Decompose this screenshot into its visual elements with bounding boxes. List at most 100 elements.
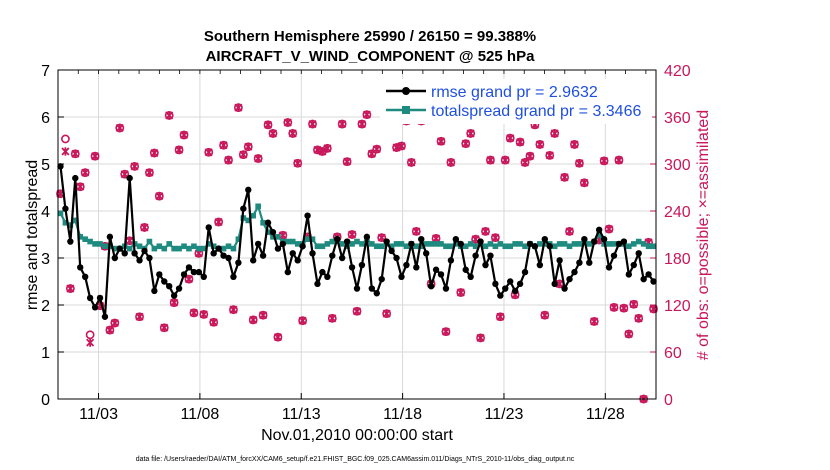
rmse-point (250, 257, 257, 264)
obs-assimilated-point (234, 103, 243, 112)
x-tick-label: 11/23 (485, 406, 524, 423)
totalspread-point (186, 245, 192, 252)
totalspread-point (571, 241, 578, 247)
rmse-point (497, 292, 504, 299)
obs-assimilated-point (140, 223, 149, 232)
rmse-point (62, 205, 69, 212)
rmse-point (393, 254, 400, 262)
obs-assimilated-point (476, 333, 485, 343)
rmse-point (334, 236, 341, 243)
rmse-point (437, 271, 445, 278)
rmse-point (640, 275, 647, 283)
obs-assimilated-point (609, 303, 619, 312)
rmse-point (595, 226, 603, 233)
rmse-point (403, 261, 410, 269)
obs-assimilated-point (268, 129, 278, 138)
rmse-point (289, 250, 296, 257)
obs-assimilated-point (170, 298, 179, 307)
rmse-point (215, 245, 222, 252)
obs-assimilated-point (229, 305, 238, 314)
obs-assimilated-point (110, 318, 119, 328)
totalspread-point (126, 245, 133, 252)
obs-possible-point (61, 134, 70, 144)
y2-tick-label: 180 (664, 251, 691, 268)
rmse-point (551, 280, 558, 288)
obs-assimilated-point (323, 144, 332, 153)
x-tick-label: 11/08 (180, 406, 219, 423)
totalspread-point (77, 234, 84, 240)
rmse-point (462, 266, 469, 273)
obs-assimilated-point (160, 323, 169, 332)
totalspread-point (630, 241, 637, 247)
obs-assimilated-point (318, 147, 327, 156)
obs-assimilated-point (575, 159, 584, 168)
obs-assimilated-point (179, 130, 189, 140)
y2-tick-label: 300 (664, 157, 691, 174)
rmse-point (408, 240, 415, 248)
obs-assimilated-point (293, 159, 302, 168)
obs-assimilated-point (81, 168, 90, 177)
rmse-point (413, 264, 420, 271)
totalspread-point (418, 243, 425, 250)
totalspread-point (161, 245, 168, 252)
obs-assimilated-point (249, 315, 258, 325)
rmse-point (507, 278, 514, 285)
y-tick-label: 7 (41, 63, 50, 80)
totalspread-point (151, 245, 158, 252)
obs-assimilated-point (199, 310, 208, 319)
obs-assimilated-point (634, 314, 643, 323)
totalspread-point (462, 243, 469, 250)
rmse-point (106, 233, 114, 241)
obs-assimilated-point (565, 227, 574, 236)
obs-assimilated-point (545, 151, 554, 160)
chart-subtitle: AIRCRAFT_V_WIND_COMPONENT @ 525 hPa (206, 48, 536, 65)
rmse-point (398, 273, 405, 280)
rmse-point (141, 247, 148, 255)
rmse-point (526, 240, 534, 248)
obs-assimilated-point (343, 157, 352, 166)
totalspread-point (260, 219, 266, 226)
rmse-point (299, 243, 306, 250)
rmse-point (274, 245, 282, 252)
obs-assimilated-point (308, 119, 317, 129)
rmse-point (531, 243, 539, 250)
totalspread-point (413, 243, 420, 250)
rmse-point (81, 273, 89, 280)
rmse-point (635, 250, 642, 257)
totalspread-point (314, 243, 321, 250)
obs-assimilated-point (555, 279, 564, 289)
rmse-point (418, 236, 425, 243)
rmse-point (536, 261, 544, 269)
rmse-point (343, 238, 351, 245)
rmse-point (57, 163, 64, 170)
obs-assimilated-point (501, 155, 510, 165)
rmse-point (170, 292, 178, 299)
rmse-point (625, 271, 633, 278)
rmse-point (294, 257, 301, 264)
totalspread-point (196, 245, 202, 252)
totalspread-point (87, 238, 93, 245)
totalspread-point (171, 245, 177, 252)
totalspread-point (324, 241, 331, 247)
rmse-point (96, 294, 104, 302)
totalspread-point (349, 241, 355, 247)
obs-assimilated-point (412, 227, 421, 236)
rmse-point (254, 240, 262, 248)
totalspread-point (586, 241, 593, 247)
rmse-point (210, 250, 217, 257)
obs-assimilated-point (486, 155, 495, 165)
obs-assimilated-point (520, 158, 530, 167)
obs-assimilated-point (570, 140, 579, 149)
x-tick-label: 11/28 (586, 406, 625, 423)
totalspread-point (97, 241, 103, 247)
rmse-point (373, 290, 380, 297)
obs-assimilated-point (239, 150, 248, 159)
legend-totalspread-label: totalspread grand pr = 3.3466 (431, 103, 641, 120)
rmse-point (348, 264, 356, 271)
totalspread-point (373, 243, 380, 250)
rmse-point (185, 264, 193, 271)
totalspread-point (250, 212, 257, 219)
rmse-point (146, 254, 153, 262)
chart-title: Southern Hemisphere 25990 / 26150 = 99.3… (204, 28, 536, 45)
